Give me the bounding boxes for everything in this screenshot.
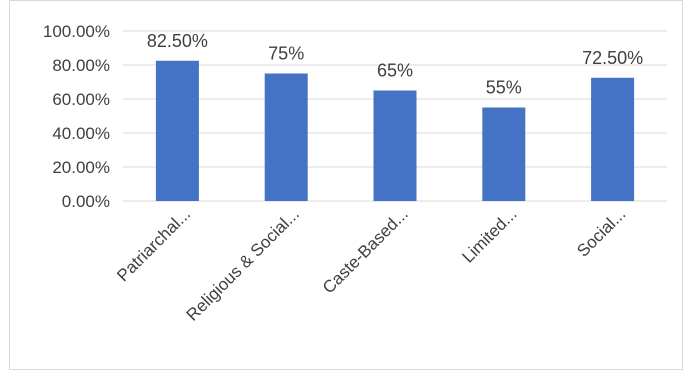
x-tick-label: Social... <box>573 204 629 260</box>
data-label: 75% <box>268 44 304 64</box>
x-tick-label: Religious & Social... <box>183 204 303 324</box>
y-axis-ticks: 0.00% 20.00% 40.00% 60.00% 80.00% 100.00% <box>43 22 110 211</box>
y-tick-label: 0.00% <box>62 192 110 211</box>
y-tick-label: 40.00% <box>52 124 110 143</box>
data-labels: 82.50% 75% 65% 55% 72.50% <box>147 31 643 98</box>
data-label: 65% <box>377 61 413 81</box>
bars <box>155 60 635 201</box>
data-label: 72.50% <box>582 48 643 68</box>
x-tick-label: Caste-Based... <box>319 204 412 297</box>
y-tick-label: 20.00% <box>52 158 110 177</box>
bar <box>482 107 526 201</box>
bar <box>373 90 417 201</box>
y-tick-label: 60.00% <box>52 90 110 109</box>
x-tick-label: Limited... <box>458 204 520 266</box>
y-tick-label: 80.00% <box>52 56 110 75</box>
data-label: 55% <box>486 78 522 98</box>
bar <box>264 73 308 201</box>
y-tick-label: 100.00% <box>43 22 110 41</box>
x-tick-label: Patriarchal... <box>113 204 194 285</box>
gridlines <box>123 30 667 202</box>
bar <box>591 77 635 201</box>
chart-frame <box>9 0 683 370</box>
bar <box>155 60 199 201</box>
data-label: 82.50% <box>147 31 208 51</box>
x-axis-ticks: Patriarchal...Religious & Social... Caste… <box>113 204 629 324</box>
